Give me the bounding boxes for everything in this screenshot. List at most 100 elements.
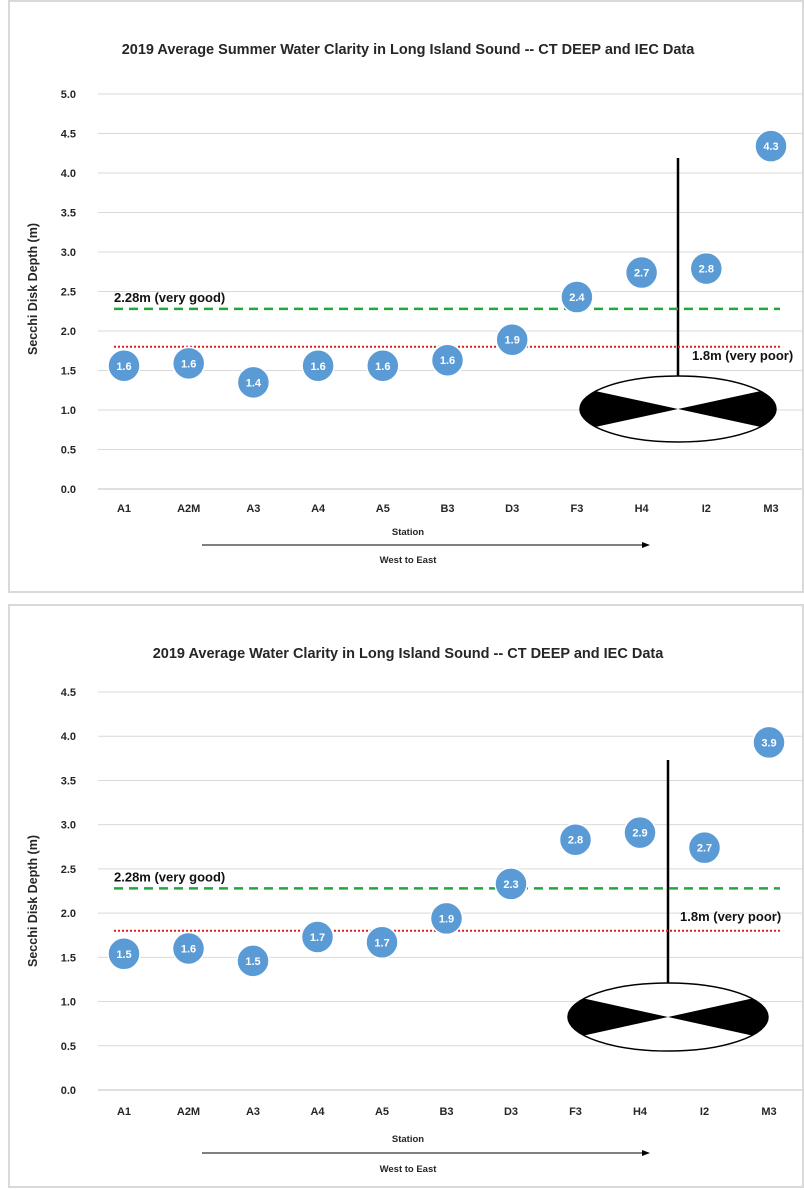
- direction-label: West to East: [380, 1164, 438, 1175]
- direction-label: West to East: [380, 555, 438, 566]
- y-tick-label: 3.5: [61, 208, 76, 220]
- direction-arrowhead: [642, 1150, 650, 1156]
- data-label: 1.6: [440, 355, 455, 367]
- data-point: [301, 349, 335, 383]
- chart-annual: 2019 Average Water Clarity in Long Islan…: [26, 646, 802, 1175]
- data-point: [560, 280, 594, 314]
- data-label: 2.8: [568, 835, 583, 847]
- data-label: 4.3: [763, 141, 778, 153]
- data-label: 1.4: [246, 377, 262, 389]
- y-tick-label: 1.5: [61, 366, 76, 378]
- y-tick-label: 4.0: [61, 168, 76, 180]
- y-tick-label: 1.0: [61, 997, 76, 1009]
- x-tick-label: D3: [505, 503, 519, 515]
- data-point: [171, 346, 206, 381]
- data-point: [236, 944, 270, 978]
- data-label: 2.7: [634, 268, 649, 280]
- x-tick-label: A2M: [177, 503, 200, 515]
- reference-label-very-good: 2.28m (very good): [114, 290, 225, 305]
- y-tick-label: 0.0: [61, 484, 76, 496]
- data-label: 1.7: [310, 932, 325, 944]
- x-tick-label: B3: [439, 1106, 453, 1118]
- y-tick-label: 4.5: [61, 687, 76, 699]
- y-tick-label: 1.0: [61, 405, 76, 417]
- chart-summer: 2019 Average Summer Water Clarity in Lon…: [26, 42, 802, 566]
- direction-arrowhead: [642, 542, 650, 548]
- data-point: [300, 920, 335, 954]
- data-label: 2.3: [503, 879, 518, 891]
- data-label: 1.6: [375, 361, 390, 373]
- x-axis-label: Station: [392, 1134, 424, 1145]
- x-tick-label: H4: [633, 1106, 648, 1118]
- data-label: 1.6: [116, 361, 131, 373]
- chart-title: 2019 Average Summer Water Clarity in Lon…: [122, 42, 696, 58]
- data-label: 1.6: [310, 361, 325, 373]
- data-label: 1.9: [439, 913, 454, 925]
- y-tick-label: 5.0: [61, 89, 76, 101]
- data-point: [366, 349, 400, 383]
- x-tick-label: A3: [246, 1106, 260, 1118]
- data-label: 1.9: [505, 335, 520, 347]
- data-point: [494, 867, 528, 901]
- y-axis-label: Secchi Disk Depth (m): [26, 223, 40, 355]
- y-tick-label: 3.0: [61, 247, 76, 259]
- data-point: [429, 901, 464, 936]
- x-tick-label: H4: [635, 503, 650, 515]
- x-tick-label: A1: [117, 503, 131, 515]
- data-point: [365, 925, 399, 960]
- data-point: [236, 365, 271, 400]
- chart-panel-annual: 2019 Average Water Clarity in Long Islan…: [8, 604, 804, 1188]
- data-point: [623, 815, 657, 850]
- x-tick-label: A5: [375, 1106, 389, 1118]
- data-point: [107, 937, 141, 971]
- x-tick-label: F3: [570, 503, 583, 515]
- y-tick-label: 2.0: [61, 326, 76, 338]
- y-tick-label: 3.0: [61, 820, 76, 832]
- x-tick-label: I2: [702, 503, 711, 515]
- data-point: [495, 322, 529, 357]
- secchi-disk-illustration: [567, 760, 769, 1052]
- data-point: [107, 349, 141, 383]
- data-point: [558, 822, 593, 857]
- y-tick-label: 0.5: [61, 445, 76, 457]
- data-label: 2.7: [697, 843, 712, 855]
- x-tick-label: M3: [763, 503, 778, 515]
- data-label: 1.6: [181, 943, 196, 955]
- data-point: [430, 343, 465, 377]
- y-tick-label: 0.5: [61, 1041, 76, 1053]
- data-label: 1.5: [245, 956, 260, 968]
- x-tick-label: A4: [311, 503, 326, 515]
- data-label: 1.5: [116, 949, 131, 961]
- data-label: 2.4: [569, 292, 585, 304]
- data-point: [624, 255, 659, 290]
- reference-label-very-good: 2.28m (very good): [114, 869, 225, 884]
- y-tick-label: 0.0: [61, 1085, 76, 1097]
- data-point: [689, 251, 724, 286]
- x-axis-label: Station: [392, 527, 424, 538]
- reference-label-very-poor: 1.8m (very poor): [692, 348, 793, 363]
- y-tick-label: 2.5: [61, 287, 76, 299]
- data-label: 1.6: [181, 358, 196, 370]
- x-tick-label: B3: [440, 503, 454, 515]
- data-label: 1.7: [374, 937, 389, 949]
- x-tick-label: D3: [504, 1106, 518, 1118]
- data-point: [687, 830, 722, 865]
- data-label: 3.9: [761, 737, 776, 749]
- x-tick-label: A3: [246, 503, 260, 515]
- x-tick-label: A1: [117, 1106, 131, 1118]
- y-tick-label: 4.5: [61, 129, 76, 141]
- x-tick-label: I2: [700, 1106, 709, 1118]
- x-tick-label: A2M: [177, 1106, 200, 1118]
- gridlines: [98, 93, 802, 490]
- x-tick-label: M3: [761, 1106, 776, 1118]
- y-axis-label: Secchi Disk Depth (m): [26, 835, 40, 967]
- reference-label-very-poor: 1.8m (very poor): [680, 909, 781, 924]
- chart-panel-summer: 2019 Average Summer Water Clarity in Lon…: [8, 0, 804, 593]
- y-tick-label: 2.5: [61, 864, 76, 876]
- y-tick-label: 4.0: [61, 731, 76, 743]
- data-point: [752, 725, 786, 760]
- data-label: 2.8: [699, 264, 714, 276]
- y-tick-label: 1.5: [61, 952, 76, 964]
- x-tick-label: F3: [569, 1106, 582, 1118]
- data-point: [171, 931, 206, 966]
